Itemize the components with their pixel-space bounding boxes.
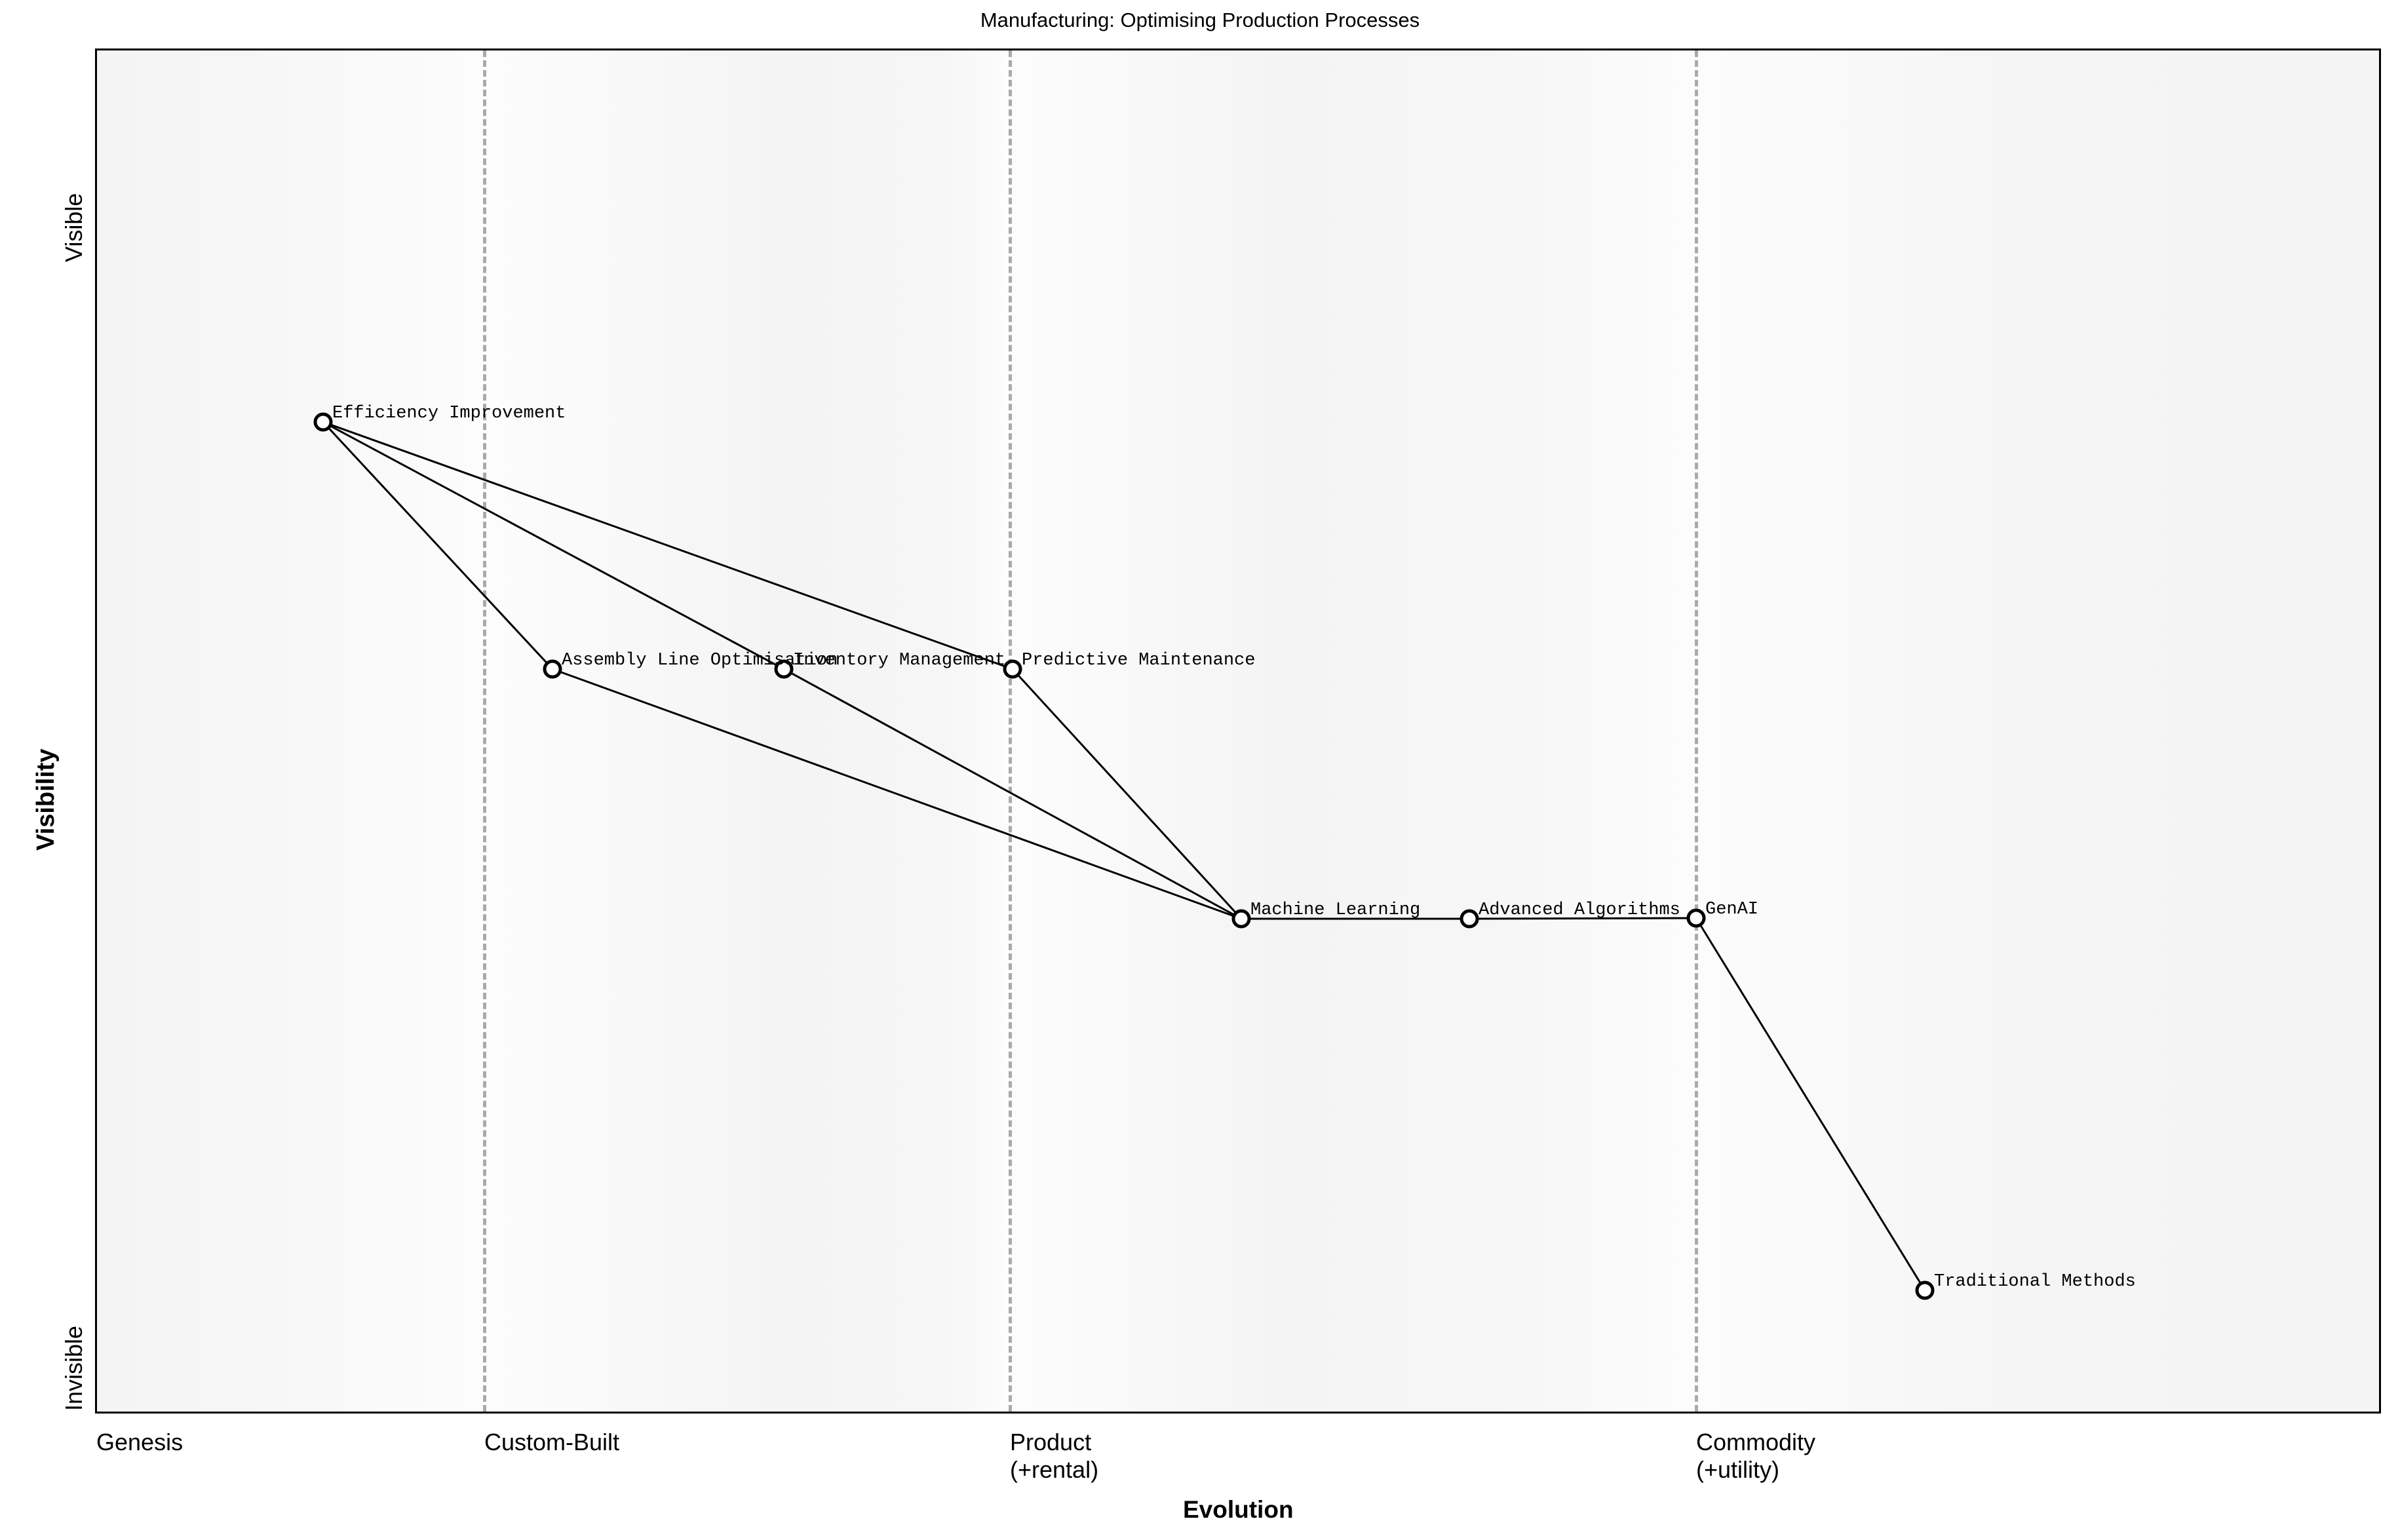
- x-tick-custom-built-line1: Custom-Built: [484, 1429, 620, 1455]
- node-label-traditional_methods: Traditional Methods: [1934, 1272, 2136, 1292]
- y-axis-title: Visibility: [32, 748, 60, 851]
- x-tick-product-line2: (+rental): [1010, 1456, 1099, 1484]
- x-tick-label-commodity: Commodity (+utility): [1696, 1429, 1815, 1484]
- node-label-inventory_management: Inventory Management: [793, 651, 1006, 670]
- x-tick-commodity-line2: (+utility): [1696, 1456, 1780, 1484]
- gridline-commodity: [1695, 50, 1698, 1412]
- y-tick-label-invisible: Invisible: [60, 1325, 87, 1411]
- gridline-product: [1009, 50, 1012, 1412]
- x-tick-genesis-line1: Genesis: [96, 1429, 184, 1455]
- x-tick-label-product: Product (+rental): [1010, 1429, 1098, 1484]
- x-tick-product-line1: Product: [1010, 1429, 1092, 1455]
- node-label-machine_learning: Machine Learning: [1250, 900, 1421, 920]
- x-axis-title: Evolution: [1183, 1496, 1294, 1523]
- node-label-assembly_line_optimisation: Assembly Line Optimisation: [562, 651, 838, 670]
- page-title: Manufacturing: Optimising Production Pro…: [980, 9, 1420, 31]
- node-label-efficiency_improvement: Efficiency Improvement: [332, 404, 566, 423]
- node-label-advanced_algorithms: Advanced Algorithms: [1479, 900, 1680, 920]
- plot-area: [95, 48, 2381, 1414]
- x-tick-commodity-line1: Commodity: [1696, 1429, 1816, 1455]
- x-tick-label-custom-built: Custom-Built: [484, 1429, 619, 1456]
- node-label-genai: GenAI: [1705, 900, 1759, 919]
- node-label-predictive_maintenance: Predictive Maintenance: [1022, 651, 1256, 670]
- y-tick-label-visible: Visible: [60, 193, 87, 262]
- x-tick-label-genesis: Genesis: [96, 1429, 183, 1456]
- gridline-custom-built: [483, 50, 486, 1412]
